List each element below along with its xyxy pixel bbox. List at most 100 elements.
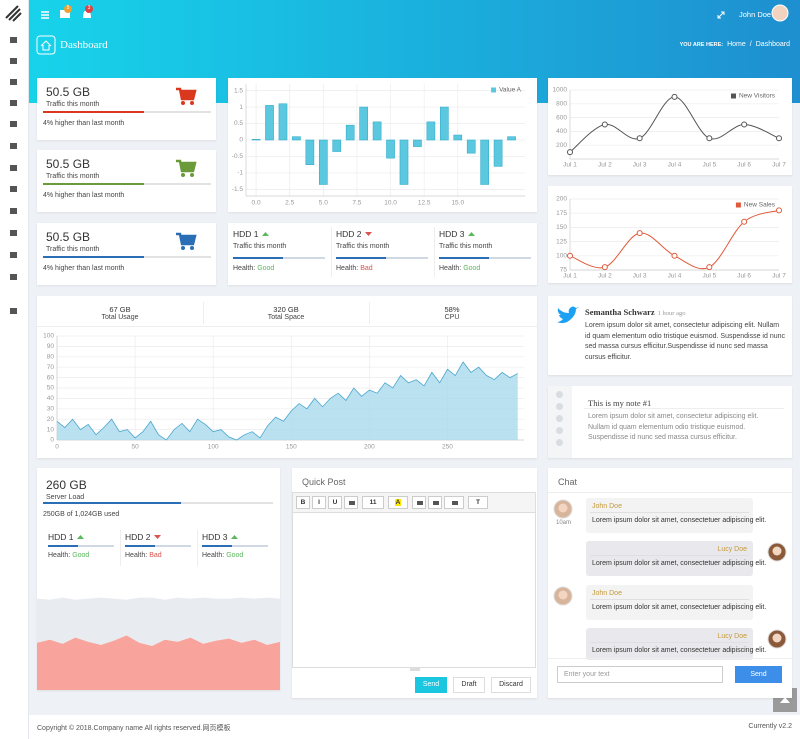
stat-card: 50.5 GB Traffic this month 4% higher than …: [37, 150, 216, 212]
tweet-card: Semantha Schwarz 1 hour ago Lorem ipsum do…: [548, 296, 792, 375]
toolbar-button[interactable]: A: [388, 496, 408, 509]
bar: [439, 106, 449, 141]
stat-value: 50.5 GB: [46, 85, 91, 99]
y-tick-label: 125: [556, 238, 567, 245]
x-tick-label: 2.5: [285, 200, 294, 207]
version: Currently v2.2: [748, 723, 792, 730]
y-tick-label: 80: [47, 354, 55, 361]
point: [671, 252, 678, 259]
divider: [120, 530, 121, 566]
x-tick-label: Jul 4: [668, 162, 682, 169]
point: [636, 135, 643, 142]
breadcrumb-item[interactable]: Home: [727, 41, 746, 48]
chat-bubble: John Doe Lorem ipsum dolor sit amet, cons…: [586, 498, 766, 533]
post-button[interactable]: Send: [415, 677, 447, 693]
y-tick-label: 70: [47, 364, 55, 371]
post-button-text: Draft: [461, 681, 477, 688]
disk-fill: [439, 257, 489, 259]
trend-arrow-shape: [77, 535, 84, 539]
y-tick-label: 10: [47, 426, 55, 433]
badge-text: 3: [87, 5, 91, 11]
server-note: 250GB of 1,024GB used: [43, 511, 120, 518]
server-card: 260 GB Server Load 250GB of 1,024GB used HD…: [37, 468, 280, 690]
toolbar-button[interactable]: [412, 496, 426, 509]
health: Health: Good: [439, 265, 480, 272]
x-tick-label: Jul 4: [668, 273, 682, 280]
breadcrumb: YOU ARE HERE: Home / Dashboard: [680, 41, 790, 48]
bar: [278, 103, 288, 141]
point: [706, 264, 713, 271]
divider: [434, 227, 435, 277]
bar: [318, 139, 328, 185]
x-tick-label: Jul 6: [737, 273, 751, 280]
legend-label: New Visitors: [739, 93, 776, 100]
footer: Copyright © 2018.Company name All rights…: [29, 715, 800, 739]
x-tick-label: Jul 5: [702, 273, 716, 280]
point: [567, 149, 573, 156]
post-button[interactable]: Discard: [491, 677, 531, 693]
envelope-icon[interactable]: [60, 10, 70, 18]
disk-name: HDD 3: [439, 229, 465, 239]
y-tick-label: 1: [239, 104, 243, 111]
y-tick-label: 90: [47, 343, 55, 350]
toolbar-button[interactable]: T: [468, 496, 488, 509]
toolbar-button[interactable]: U: [328, 496, 342, 509]
note-ring: [556, 439, 563, 446]
cart-wheel: [190, 101, 194, 105]
x-tick-label: Jul 3: [633, 162, 647, 169]
disk-fill: [233, 257, 283, 259]
toolbar-button[interactable]: [344, 496, 358, 509]
chat-bubble: Lucy Doe Lorem ipsum dolor sit amet, cons…: [586, 541, 766, 576]
area-fill: [57, 362, 518, 440]
user-avatar[interactable]: [771, 4, 789, 22]
x-tick-label: Jul 1: [563, 162, 577, 169]
chat-send[interactable]: Send: [735, 666, 782, 683]
toolbar-button[interactable]: [428, 496, 442, 509]
chat-name: John Doe: [592, 503, 622, 510]
bar: [292, 136, 301, 141]
y-tick-label: 0: [239, 137, 243, 144]
health-value: Good: [72, 552, 90, 559]
progress-fill: [43, 502, 181, 504]
x-tick-label: Jul 2: [598, 273, 612, 280]
y-tick-label: 30: [47, 406, 55, 413]
chat-name: Lucy Doe: [717, 546, 747, 553]
toolbar-text: 11: [369, 499, 377, 506]
post-button[interactable]: Draft: [453, 677, 485, 693]
bubble-rule: [590, 555, 749, 556]
chat-input[interactable]: Enter your text: [557, 666, 723, 683]
x-tick-label: 0: [55, 444, 59, 451]
y-tick-label: 200: [556, 196, 567, 203]
sales-card: 75 100 125 150 175 200 Jul 1 Jul 2 Jul 3 Jul 4 Jul…: [548, 186, 792, 283]
toolbar-button[interactable]: B: [296, 496, 310, 509]
toolbar-text: T: [476, 499, 480, 506]
nav-icons[interactable]: [10, 37, 17, 314]
trend-arrow-shape: [154, 535, 161, 539]
toolbar-button[interactable]: 11: [362, 496, 384, 509]
chat-avatar: [767, 542, 787, 562]
home-icon: [40, 40, 52, 51]
toolbar-glyph: [433, 501, 439, 505]
toolbar-button[interactable]: [444, 496, 464, 509]
chat-title: Chat: [558, 477, 578, 487]
disk-name: HDD 2: [125, 532, 151, 542]
user-name[interactable]: John Doe: [739, 10, 772, 19]
menu-toggle[interactable]: [41, 11, 49, 19]
chat-text: Lorem ipsum dolor sit amet, consectetuer…: [592, 647, 767, 654]
disk-fill: [202, 545, 232, 547]
bar: [507, 136, 516, 141]
x-tick-label: 7.5: [352, 200, 361, 207]
disk-track: [125, 545, 191, 547]
stat-label: Traffic this month: [46, 101, 100, 108]
toolbar-button[interactable]: I: [312, 496, 326, 509]
point: [776, 207, 782, 214]
expand-icon[interactable]: [717, 11, 725, 19]
breadcrumb-item: /: [749, 41, 752, 48]
quick-post-card: Quick Post B I U 11 A T Send Draft Discard: [292, 468, 537, 698]
tweet-head: Semantha Schwarz 1 hour ago: [585, 307, 685, 317]
chat-text: Lorem ipsum dolor sit amet, consectetuer…: [592, 604, 767, 611]
divider: [37, 326, 537, 327]
y-tick-label: 0: [50, 437, 54, 444]
avatar-head: [772, 633, 782, 643]
